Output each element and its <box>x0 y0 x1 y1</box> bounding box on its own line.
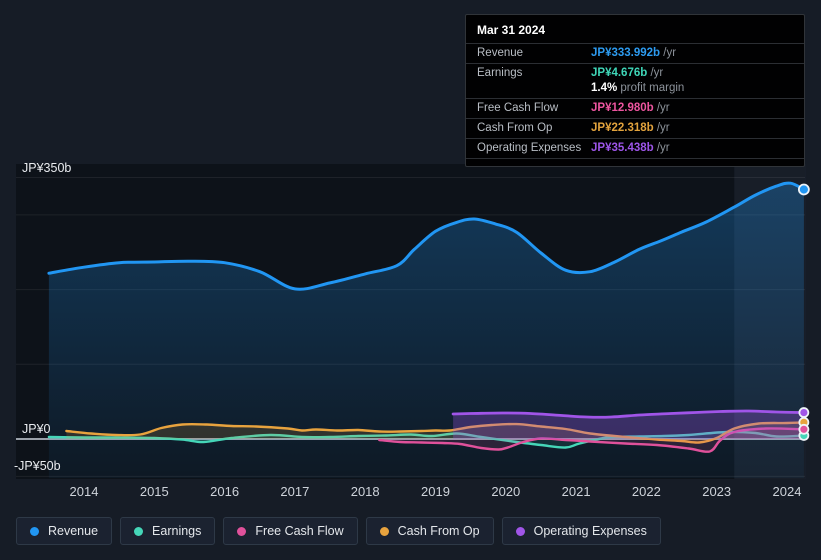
tooltip-footer <box>466 158 804 166</box>
tooltip-label: Free Cash Flow <box>477 102 559 114</box>
profit-margin-line: 1.4% profit margin <box>591 82 685 94</box>
revenue-end-marker[interactable] <box>797 183 810 196</box>
x-tick-2016: 2016 <box>210 484 240 499</box>
x-tick-2014: 2014 <box>69 484 99 499</box>
tooltip-row-revenue: Revenue JP¥333.992b /yr <box>466 43 804 63</box>
earnings-dot-icon <box>134 526 144 536</box>
free-cash-flow-line <box>378 427 806 453</box>
operating-expenses-line <box>451 409 806 419</box>
x-tick-2021: 2021 <box>561 484 591 499</box>
legend-label: Free Cash Flow <box>255 524 344 538</box>
tooltip-value: JP¥333.992b /yr <box>591 47 677 59</box>
earnings-line <box>47 430 806 449</box>
legend-label: Revenue <box>48 524 99 538</box>
x-tick-2024: 2024 <box>772 484 802 499</box>
x-tick-2022: 2022 <box>631 484 661 499</box>
cash-from-op-dot-icon <box>379 526 389 536</box>
free-cash-flow-dot-icon <box>237 526 247 536</box>
tooltip-label: Operating Expenses <box>477 142 582 154</box>
x-tick-2019: 2019 <box>421 484 450 499</box>
free-cash-flow-end-marker[interactable] <box>798 423 810 435</box>
tooltip-value: JP¥4.676b /yr 1.4% profit margin <box>591 67 685 94</box>
chart-tooltip: Mar 31 2024 Revenue JP¥333.992b /yr Earn… <box>465 14 805 167</box>
tooltip-row-free-cash-flow: Free Cash Flow JP¥12.980b /yr <box>466 98 804 118</box>
legend-item-revenue[interactable]: Revenue <box>16 517 113 545</box>
legend-label: Cash From Op <box>397 524 480 538</box>
tooltip-label: Cash From Op <box>477 122 553 134</box>
tooltip-row-operating-expenses: Operating Expenses JP¥35.438b /yr <box>466 138 804 158</box>
legend-item-free-cash-flow[interactable]: Free Cash Flow <box>223 517 358 545</box>
tooltip-date: Mar 31 2024 <box>477 23 546 37</box>
legend-label: Operating Expenses <box>533 524 647 538</box>
legend-item-operating-expenses[interactable]: Operating Expenses <box>501 517 661 545</box>
chart-legend: Revenue Earnings Free Cash Flow Cash Fro… <box>16 517 661 545</box>
operating-expenses-area <box>453 410 804 439</box>
x-tick-2020: 2020 <box>491 484 521 499</box>
legend-item-cash-from-op[interactable]: Cash From Op <box>365 517 494 545</box>
operating-expenses-end-marker[interactable] <box>798 407 810 418</box>
cash-from-op-line <box>65 421 806 444</box>
revenue-area <box>48 183 804 478</box>
tooltip-row-cash-from-op: Cash From Op JP¥22.318b /yr <box>466 118 804 138</box>
y-tick-0: JP¥0 <box>22 422 51 436</box>
revenue-dot-icon <box>30 526 39 536</box>
tooltip-label: Revenue <box>477 47 524 59</box>
legend-label: Earnings <box>152 524 202 538</box>
x-tick-2015: 2015 <box>139 484 169 499</box>
operating-expenses-dot-icon <box>515 526 525 536</box>
x-tick-2018: 2018 <box>350 484 380 499</box>
tooltip-value: JP¥12.980b /yr <box>591 102 670 114</box>
y-tick--50: -JP¥50b <box>14 459 61 474</box>
legend-item-earnings[interactable]: Earnings <box>120 517 216 545</box>
x-tick-2023: 2023 <box>702 484 732 499</box>
tooltip-row-earnings: Earnings JP¥4.676b /yr 1.4% profit margi… <box>466 63 804 98</box>
revenue-line <box>47 181 806 291</box>
x-tick-2017: 2017 <box>280 484 310 499</box>
tooltip-label: Earnings <box>477 67 523 79</box>
tooltip-value: JP¥35.438b /yr <box>591 142 670 154</box>
free-cash-flow-area <box>379 428 804 452</box>
y-tick-350: JP¥350b <box>22 160 72 175</box>
tooltip-value: JP¥22.318b /yr <box>591 122 670 134</box>
